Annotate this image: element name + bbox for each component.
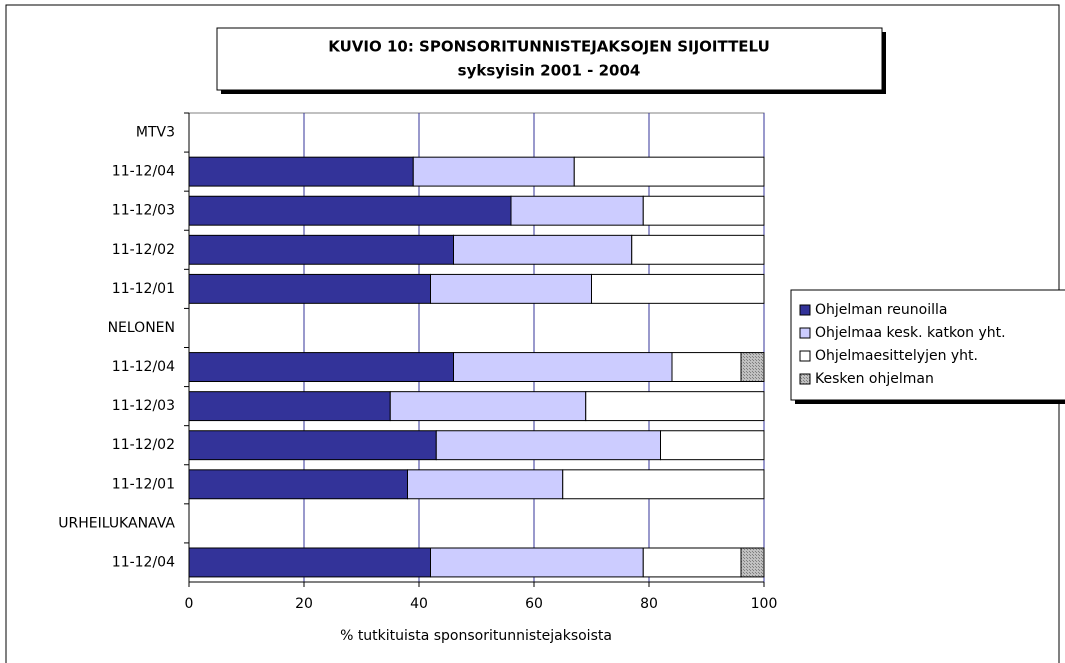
bar-segment (642, 195, 765, 226)
bar-segment (188, 391, 391, 422)
bar-segment (389, 391, 587, 422)
bar-segment (188, 352, 454, 383)
legend-label: Ohjelmaesittelyjen yht. (815, 348, 978, 364)
y-tick-label: 11-12/04 (112, 359, 175, 375)
bar-segment (435, 430, 661, 461)
x-tick-label: 100 (751, 596, 778, 612)
title-box (216, 27, 883, 91)
bar-segment (660, 430, 765, 461)
legend-label: Ohjelman reunoilla (815, 302, 947, 318)
x-axis-label: % tutkituista sponsoritunnistejaksoista (340, 628, 612, 644)
y-tick-label: URHEILUKANAVA (58, 515, 175, 531)
bar-segment (188, 195, 512, 226)
chart-subtitle: syksyisin 2001 - 2004 (458, 62, 641, 80)
bar-segment (573, 156, 765, 187)
y-tick-label: 11-12/03 (112, 398, 175, 414)
legend-swatch (799, 327, 811, 339)
bar-segment (740, 547, 765, 578)
y-tick-label: 11-12/01 (112, 281, 175, 297)
bar-segment (562, 469, 765, 500)
y-tick-label: 11-12/04 (112, 554, 175, 570)
legend-swatch (799, 304, 811, 316)
bar-segment (510, 195, 644, 226)
y-tick-label: 11-12/03 (112, 203, 175, 219)
y-tick-label: 11-12/01 (112, 476, 175, 492)
x-tick-label: 80 (640, 596, 658, 612)
legend-swatch (799, 373, 811, 385)
bar-segment (430, 273, 592, 304)
bar-segment (453, 352, 673, 383)
y-tick-label: 11-12/02 (112, 242, 175, 258)
legend-swatch (799, 350, 811, 362)
bar-segment (430, 547, 644, 578)
legend-label: Ohjelmaa kesk. katkon yht. (815, 325, 1006, 341)
chart-title: KUVIO 10: SPONSORITUNNISTEJAKSOJEN SIJOI… (328, 38, 770, 56)
bar-segment (188, 469, 408, 500)
x-tick-label: 60 (525, 596, 543, 612)
bar-segment (412, 156, 575, 187)
y-tick-label: NELONEN (108, 320, 175, 336)
bar-segment (407, 469, 564, 500)
bar-segment (740, 352, 765, 383)
bar-segment (591, 273, 765, 304)
bar-segment (188, 430, 437, 461)
x-tick-label: 40 (410, 596, 428, 612)
bar-segment (585, 391, 765, 422)
bar-segment (671, 352, 742, 383)
bar-segment (188, 273, 431, 304)
bar-segment (188, 156, 414, 187)
bar-segment (642, 547, 742, 578)
y-tick-label: MTV3 (136, 125, 175, 141)
plot-area (188, 112, 765, 583)
y-tick-label: 11-12/04 (112, 164, 175, 180)
x-tick-label: 0 (185, 596, 194, 612)
bar-segment (453, 234, 633, 265)
x-tick-label: 20 (295, 596, 313, 612)
y-tick-label: 11-12/02 (112, 437, 175, 453)
bar-segment (631, 234, 765, 265)
legend (790, 289, 1065, 401)
bar-segment (188, 234, 454, 265)
legend-label: Kesken ohjelman (815, 371, 934, 387)
bar-segment (188, 547, 431, 578)
